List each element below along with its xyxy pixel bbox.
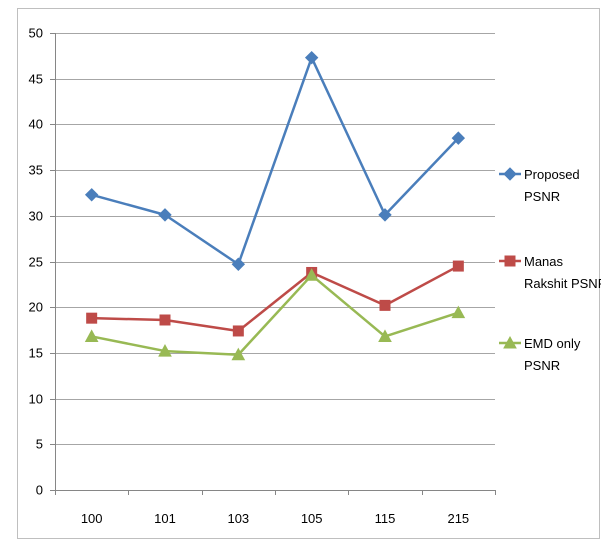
legend-label: Rakshit PSNR — [524, 276, 601, 291]
data-point-manas-rakshit-psnr — [86, 312, 98, 324]
data-point-proposed-psnr — [451, 131, 466, 145]
axes: 0 5 10 15 20 25 30 35 40 45 50 100 101 103 105 115 215 — [29, 26, 496, 526]
data-point-manas-rakshit-psnr — [159, 314, 171, 326]
y-tick-label: 40 — [29, 117, 43, 132]
y-tick-label: 35 — [29, 163, 43, 178]
data-point-emd-only-psnr — [231, 347, 246, 361]
series-manas-rakshit-psnr — [86, 260, 464, 337]
y-tick-label: 15 — [29, 346, 43, 361]
data-point-emd-only-psnr — [158, 344, 172, 357]
y-tick-label: 10 — [29, 392, 43, 407]
legend-label: Proposed — [524, 167, 580, 182]
x-tick-label: 215 — [447, 511, 469, 526]
y-tick-label: 50 — [29, 26, 43, 41]
chart-frame — [17, 8, 600, 539]
legend-item-manas-rakshit-psnr: Manas Rakshit PSNR — [499, 254, 601, 291]
legend-item-proposed-psnr: Proposed PSNR — [499, 167, 580, 204]
series-line-manas-rakshit-psnr — [91, 264, 459, 333]
data-point-proposed-psnr — [231, 257, 246, 271]
y-tick-label: 0 — [36, 483, 43, 498]
series-emd-only-psnr — [84, 268, 466, 361]
x-tick-label: 100 — [81, 511, 103, 526]
legend-label: PSNR — [524, 358, 560, 373]
data-point-proposed-psnr — [304, 50, 319, 65]
x-tick-label: 101 — [154, 511, 176, 526]
legend-label: EMD only — [524, 336, 581, 351]
data-point-emd-only-psnr — [84, 329, 99, 342]
y-tick-label: 25 — [29, 255, 43, 270]
series-group — [84, 50, 466, 361]
legend-swatch-marker — [503, 335, 517, 349]
data-point-manas-rakshit-psnr — [379, 299, 391, 311]
data-point-manas-rakshit-psnr — [232, 325, 244, 337]
y-tick-label: 20 — [29, 300, 43, 315]
x-tick-label: 115 — [375, 511, 396, 526]
data-point-manas-rakshit-psnr — [452, 260, 464, 272]
series-proposed-psnr — [84, 50, 466, 271]
x-tick-label: 103 — [227, 511, 249, 526]
legend-swatch-marker — [503, 167, 517, 181]
y-tick-label: 45 — [29, 72, 43, 87]
y-tick-label: 30 — [29, 209, 43, 224]
x-tick-label: 105 — [301, 511, 323, 526]
data-point-proposed-psnr — [84, 188, 99, 202]
data-point-emd-only-psnr — [304, 268, 319, 281]
legend-label: PSNR — [524, 189, 560, 204]
data-point-proposed-psnr — [378, 208, 392, 222]
series-line-emd-only-psnr — [91, 273, 459, 356]
y-tick-label: 5 — [36, 437, 43, 452]
data-point-proposed-psnr — [158, 208, 172, 222]
legend-item-emd-only-psnr: EMD only PSNR — [499, 335, 581, 373]
data-point-emd-only-psnr — [378, 329, 392, 342]
legend-swatch-marker — [504, 255, 516, 267]
gridlines — [55, 33, 495, 445]
series-line-proposed-psnr — [91, 56, 460, 266]
data-point-emd-only-psnr — [451, 305, 466, 319]
legend-label: Manas — [524, 254, 564, 269]
legend: Proposed PSNR Manas Rakshit PSNR EMD only PSN… — [499, 167, 601, 373]
